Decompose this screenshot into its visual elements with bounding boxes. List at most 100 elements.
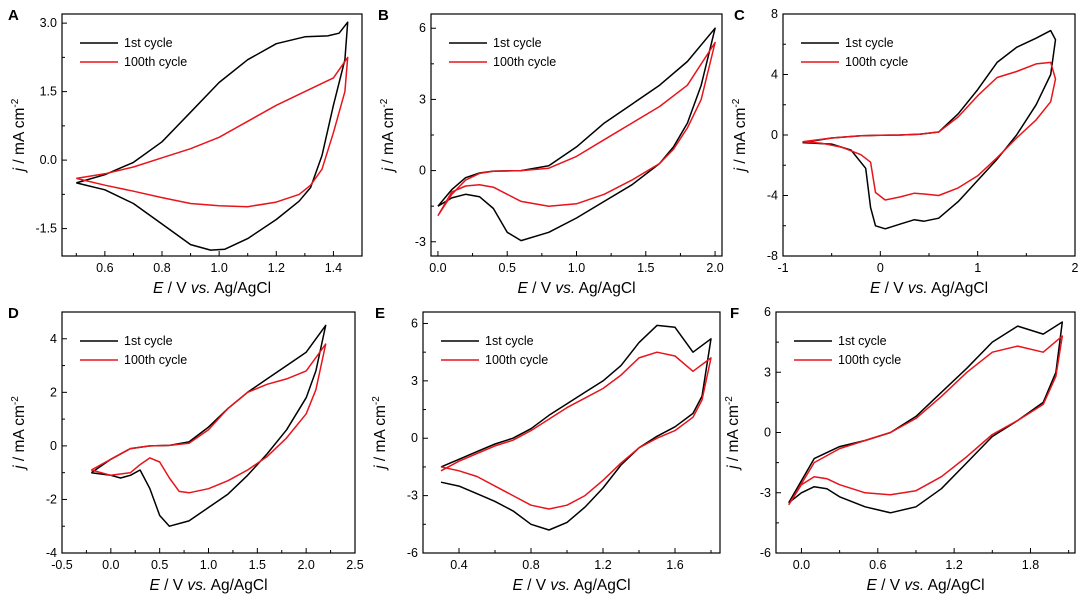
panel-c: C -1 0 1 2 -8 -4 0 4 8 E / V vs. Ag/AgCl j / mA cm-…: [731, 7, 1079, 297]
y-axis-label-c: j / mA cm-2: [731, 98, 749, 173]
x-tick-label-a: 1.2: [268, 261, 285, 275]
x-tick-label-d: 0.5: [151, 558, 168, 572]
y-tick-label-d: 0: [50, 439, 57, 453]
x-tick-label-e: 1.6: [666, 558, 683, 572]
panel-d: D -0.5 0.0 0.5 1.0 1.5 2.0 2.5 -4 -2 0 2 4 E / V vs. …: [8, 305, 364, 594]
legend-label-hundredth-cycle: 100th cycle: [845, 55, 908, 69]
x-tick-label-e: 0.8: [522, 558, 539, 572]
x-tick-label-b: 1.5: [637, 261, 654, 275]
x-tick-label-e: 0.4: [450, 558, 467, 572]
x-tick-label-d: 2.5: [346, 558, 363, 572]
panel-a: A 0.6 0.8 1.0 1.2 1.4 -1.5 0.0 1.5 3.0 E / V vs. A…: [8, 7, 363, 297]
x-axis-label-f: E / V vs. Ag/AgCl: [866, 577, 984, 594]
series-line-first-cycle-e: [440, 324, 712, 531]
legend-c: 1st cycle 100th cycle: [801, 36, 908, 69]
x-tick-label-e: 1.2: [594, 558, 611, 572]
y-tick-label-b: 0: [419, 164, 426, 178]
x-tick-label-c: -1: [777, 261, 788, 275]
x-tick-label-f: 0.6: [869, 558, 886, 572]
series-line-hundredth-cycle-e: [440, 351, 712, 510]
panel-b: B 0.0 0.5 1.0 1.5 2.0 -3 0 3 6 E / V vs. Ag/AgCl j …: [378, 7, 724, 297]
y-axis-label-f: j / mA cm-2: [724, 396, 742, 471]
y-tick-label-c: 0: [771, 128, 778, 142]
y-tick-label-f: 3: [764, 365, 771, 379]
x-tick-label-a: 0.8: [153, 261, 170, 275]
x-tick-label-d: 1.5: [249, 558, 266, 572]
y-tick-label-a: 1.5: [40, 85, 57, 99]
x-axis-label-c: E / V vs. Ag/AgCl: [870, 280, 988, 297]
x-tick-label-d: -0.5: [51, 558, 73, 572]
legend-b: 1st cycle 100th cycle: [449, 36, 556, 69]
y-tick-label-c: -8: [767, 249, 778, 263]
y-tick-label-d: -4: [46, 546, 57, 560]
legend-label-first-cycle: 1st cycle: [124, 334, 173, 348]
y-axis-label-b: j / mA cm-2: [379, 98, 397, 173]
y-tick-label-f: 6: [764, 305, 771, 319]
y-tick-label-e: -6: [407, 546, 418, 560]
y-axis-label-a: j / mA cm-2: [10, 98, 28, 173]
y-tick-label-a: -1.5: [35, 222, 57, 236]
y-tick-label-e: 3: [411, 374, 418, 388]
x-tick-label-c: 2: [1072, 261, 1079, 275]
legend-label-first-cycle: 1st cycle: [493, 36, 542, 50]
x-tick-label-b: 1.0: [568, 261, 585, 275]
y-tick-label-f: 0: [764, 426, 771, 440]
panel-e: E 0.4 0.8 1.2 1.6 -6 -3 0 3 6 E / V vs. Ag/AgCl j /…: [371, 305, 721, 594]
x-tick-label-c: 0: [877, 261, 884, 275]
series-line-first-cycle-d: [90, 324, 327, 527]
y-tick-label-a: 3.0: [40, 16, 57, 30]
plot-frame-d: [61, 311, 356, 554]
x-tick-label-c: 1: [974, 261, 981, 275]
plot-frame-a: [61, 13, 363, 257]
x-axis-label-a: E / V vs. Ag/AgCl: [153, 280, 271, 297]
y-tick-label-c: -4: [767, 189, 778, 203]
y-tick-label-c: 8: [771, 7, 778, 21]
legend-f: 1st cycle 100th cycle: [794, 334, 901, 367]
legend-label-first-cycle: 1st cycle: [845, 36, 894, 50]
x-tick-label-d: 0.0: [102, 558, 119, 572]
y-tick-label-b: -3: [415, 235, 426, 249]
series-line-hundredth-cycle-c: [802, 61, 1057, 201]
legend-d: 1st cycle 100th cycle: [80, 334, 187, 367]
panel-f: F 0.0 0.6 1.2 1.8 -6 -3 0 3 6 E / V vs. Ag/AgCl j /…: [724, 305, 1076, 594]
x-tick-label-f: 1.8: [1022, 558, 1039, 572]
series-line-first-cycle-a: [76, 21, 349, 251]
panel-letter-e: E: [375, 305, 385, 322]
series-line-hundredth-cycle-f: [788, 335, 1064, 506]
x-axis-label-d: E / V vs. Ag/AgCl: [149, 577, 267, 594]
series-line-hundredth-cycle-a: [76, 56, 349, 208]
series-line-first-cycle-c: [802, 29, 1057, 230]
y-tick-label-c: 4: [771, 68, 778, 82]
y-tick-label-e: 0: [411, 431, 418, 445]
y-tick-label-b: 3: [419, 92, 426, 106]
x-tick-label-a: 1.4: [325, 261, 342, 275]
panel-letter-b: B: [378, 7, 389, 24]
y-tick-label-b: 6: [419, 21, 426, 35]
legend-label-hundredth-cycle: 100th cycle: [124, 353, 187, 367]
y-tick-label-e: 6: [411, 316, 418, 330]
legend-e: 1st cycle 100th cycle: [441, 334, 548, 367]
panel-letter-f: F: [730, 305, 739, 322]
legend-label-first-cycle: 1st cycle: [124, 36, 173, 50]
legend-label-hundredth-cycle: 100th cycle: [493, 55, 556, 69]
x-tick-label-d: 1.0: [200, 558, 217, 572]
x-tick-label-f: 1.2: [945, 558, 962, 572]
y-tick-label-f: -6: [760, 546, 771, 560]
panel-letter-a: A: [8, 7, 19, 24]
panels-root: A 0.6 0.8 1.0 1.2 1.4 -1.5 0.0 1.5 3.0 E / V vs. A…: [8, 7, 1079, 594]
y-tick-label-d: 4: [50, 332, 57, 346]
panel-letter-c: C: [734, 7, 745, 24]
legend-label-hundredth-cycle: 100th cycle: [124, 55, 187, 69]
series-line-hundredth-cycle-d: [90, 343, 327, 494]
panel-letter-d: D: [8, 305, 19, 322]
legend-label-hundredth-cycle: 100th cycle: [485, 353, 548, 367]
series-line-first-cycle-b: [437, 27, 716, 242]
x-tick-label-a: 0.6: [96, 261, 113, 275]
legend-label-first-cycle: 1st cycle: [485, 334, 534, 348]
x-tick-label-a: 1.0: [210, 261, 227, 275]
x-tick-label-f: 0.0: [793, 558, 810, 572]
y-tick-label-f: -3: [760, 486, 771, 500]
plot-frame-b: [430, 13, 723, 257]
y-tick-label-d: 2: [50, 385, 57, 399]
